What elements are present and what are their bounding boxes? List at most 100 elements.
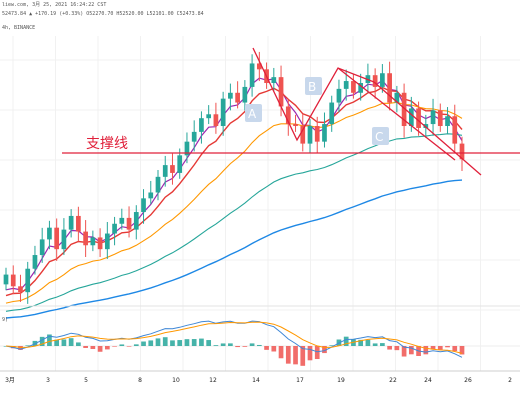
macd-histogram-bar	[47, 334, 52, 346]
candle-body	[47, 227, 52, 240]
candle-body	[126, 217, 132, 230]
x-tick-label: 22	[389, 377, 397, 384]
macd-histogram-bar	[191, 339, 197, 346]
x-tick-label: 12	[209, 377, 217, 384]
macd-histogram-bar	[61, 339, 67, 346]
macd-histogram-bar	[264, 346, 269, 350]
candle-body	[162, 165, 168, 177]
candle-body	[76, 215, 81, 232]
x-tick-label: 26	[464, 377, 472, 384]
macd-histogram-bar	[148, 340, 154, 346]
x-tick-label: 14	[252, 377, 260, 384]
candle-body	[235, 92, 240, 103]
candle-body	[249, 63, 255, 87]
x-tick-label: 8	[138, 377, 142, 384]
macd-histogram-bar	[235, 346, 240, 348]
candle-body	[437, 110, 443, 127]
candle-body	[285, 106, 291, 125]
candle-body	[445, 116, 450, 127]
macd-histogram-bar	[199, 338, 204, 346]
header-line2: 52473.84 ▲ +170.19 (+0.33%) O52270.70 H5…	[2, 11, 204, 17]
candle-body	[112, 223, 117, 234]
candle-body	[10, 274, 16, 287]
candle-body	[177, 155, 183, 173]
macd-histogram-bar	[314, 346, 320, 360]
macd-histogram-bar	[141, 341, 146, 346]
candle-body	[380, 73, 385, 87]
pattern-a-label: A	[248, 107, 257, 121]
macd-histogram-bar	[401, 346, 407, 357]
macd-histogram-bar	[408, 346, 414, 355]
oscillator-label: 9)	[2, 317, 8, 323]
macd-histogram-bar	[256, 344, 262, 346]
candle-body	[394, 92, 400, 103]
pattern-c-label: C	[375, 130, 383, 144]
macd-histogram-bar	[177, 340, 183, 346]
candle-body	[242, 86, 248, 103]
candle-body	[54, 227, 60, 250]
candle-body	[83, 231, 88, 246]
header-line1: liew.com, 3月 25, 2021 16:24:22 CST	[2, 2, 106, 8]
macd-histogram-bar	[228, 343, 233, 346]
macd-histogram-bar	[423, 346, 429, 355]
candle-body	[300, 126, 306, 144]
candle-body	[90, 237, 96, 246]
macd-histogram-bar	[54, 339, 60, 346]
macd-histogram-bar	[119, 344, 125, 346]
macd-histogram-bar	[380, 343, 385, 346]
macd-histogram-bar	[445, 346, 450, 348]
x-tick-label: 24	[424, 377, 432, 384]
x-tick-label: 19	[337, 377, 345, 384]
macd-histogram-bar	[307, 346, 313, 361]
pattern-c-box	[372, 127, 389, 145]
candle-body	[213, 114, 219, 127]
candle-body	[199, 118, 204, 132]
candle-body	[314, 126, 320, 142]
macd-histogram-bar	[104, 346, 110, 350]
candle-body	[148, 192, 154, 199]
candle-body	[228, 92, 233, 99]
candle-body	[155, 176, 161, 193]
candle-body	[18, 286, 23, 293]
macd-histogram-bar	[97, 346, 103, 352]
ma-line-ema_mid	[5, 86, 463, 297]
ma-line-ema_short	[5, 77, 463, 291]
macd-histogram-bar	[90, 346, 96, 350]
candle-body	[387, 73, 392, 103]
candle-body	[401, 92, 407, 127]
candle-body	[25, 268, 31, 293]
candle-body	[68, 215, 74, 230]
pattern-trendline-upper	[373, 81, 482, 176]
candle-body	[3, 274, 9, 285]
macd-histogram-bar	[162, 337, 168, 346]
macd-histogram-bar	[322, 346, 327, 354]
macd-histogram-bar	[300, 346, 306, 366]
support-label: 支撑线	[86, 136, 128, 152]
header-line3: 4h, BINANCE	[2, 25, 35, 31]
x-tick-label: 3	[46, 377, 50, 384]
candle-body	[278, 77, 284, 107]
candle-body	[104, 233, 110, 250]
macd-histogram-bar	[126, 346, 132, 347]
candle-body	[307, 126, 313, 144]
candle-body	[372, 75, 378, 87]
macd-histogram-bar	[112, 346, 117, 347]
macd-histogram-bar	[459, 346, 465, 355]
x-tick-label: 10	[172, 377, 180, 384]
pattern-b-label: B	[308, 80, 316, 94]
x-axis-ticks: 3月 3 5 8 10 12 14 17 19 22 24 26 2	[5, 377, 512, 384]
ma-line-ema_long	[5, 101, 463, 304]
candle-body	[329, 102, 335, 125]
candle-body	[32, 255, 38, 269]
macd-histogram-bar	[452, 346, 458, 352]
macd-histogram-bar	[170, 340, 175, 346]
macd-panel	[0, 320, 520, 366]
candle-body	[119, 217, 125, 224]
candle-body	[459, 143, 465, 160]
macd-histogram-bar	[430, 346, 436, 350]
macd-histogram-bar	[271, 346, 277, 352]
candle-body	[191, 131, 197, 142]
macd-histogram-bar	[249, 343, 255, 346]
